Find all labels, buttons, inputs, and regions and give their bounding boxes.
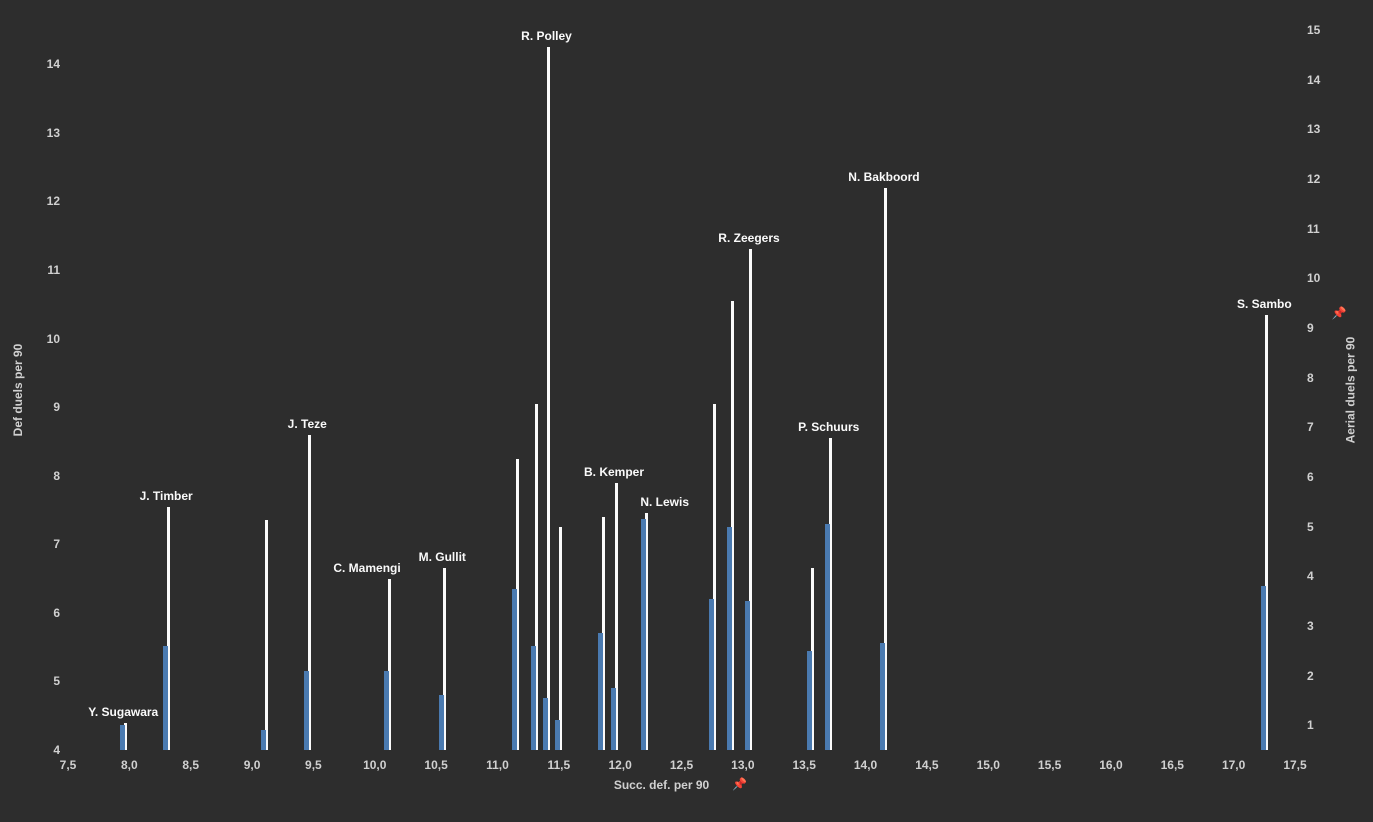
y-left-axis-title: Def duels per 90 [11,344,25,437]
y-left-tick-label: 9 [38,400,60,414]
x-tick-label: 8,5 [182,758,199,772]
x-tick-label: 17,0 [1222,758,1245,772]
point-label: J. Timber [140,489,193,503]
y-right-axis-title: Aerial duels per 90 [1344,337,1358,444]
point-label: Y. Sugawara [88,705,158,719]
x-tick-label: 13,0 [731,758,754,772]
bar-aerial-duels [543,698,548,750]
y-left-tick-label: 14 [38,57,60,71]
y-right-tick-label: 9 [1307,321,1314,335]
y-right-tick-label: 2 [1307,669,1314,683]
bar-aerial-duels [880,643,885,750]
dual-axis-bar-chart: 7,5 8,0 8,5 9,0 9,5 10,0 10,5 11,0 11,5 12,0 12,5 1… [0,0,1373,822]
y-right-tick-label: 7 [1307,420,1314,434]
x-tick-label: 7,5 [60,758,77,772]
y-left-tick-label: 5 [38,674,60,688]
x-tick-label: 9,0 [244,758,261,772]
point-label: N. Bakboord [848,170,919,184]
y-right-tick-label: 10 [1307,271,1320,285]
y-right-tick-label: 8 [1307,371,1314,385]
bar-aerial-duels [531,646,536,750]
y-right-tick-label: 6 [1307,470,1314,484]
bar-aerial-duels [163,646,168,750]
bar-aerial-duels [384,671,389,750]
bar-aerial-duels [745,601,750,750]
x-tick-label: 15,0 [977,758,1000,772]
x-tick-label: 14,0 [854,758,877,772]
bar-aerial-duels [611,688,616,750]
bar-def-duels [265,520,268,750]
x-tick-label: 16,0 [1099,758,1122,772]
bar-aerial-duels [598,633,603,750]
y-left-tick-label: 4 [38,743,60,757]
x-tick-label: 9,5 [305,758,322,772]
y-left-tick-label: 8 [38,469,60,483]
bar-aerial-duels [641,519,646,750]
x-tick-label: 14,5 [915,758,938,772]
y-right-tick-label: 3 [1307,619,1314,633]
x-tick-label: 8,0 [121,758,138,772]
x-axis-title: Succ. def. per 90 [614,778,709,792]
x-tick-label: 12,0 [608,758,631,772]
y-left-tick-label: 11 [38,263,60,277]
bar-def-duels [547,47,550,750]
y-right-tick-label: 14 [1307,73,1320,87]
y-right-tick-label: 4 [1307,569,1314,583]
y-left-tick-label: 10 [38,332,60,346]
x-tick-label: 16,5 [1161,758,1184,772]
bar-aerial-duels [727,527,732,750]
bar-aerial-duels [825,524,830,750]
bar-aerial-duels [304,671,309,750]
y-right-tick-label: 1 [1307,718,1314,732]
bar-aerial-duels [1261,586,1266,750]
y-left-tick-label: 7 [38,537,60,551]
x-tick-label: 12,5 [670,758,693,772]
bar-aerial-duels [261,730,266,750]
y-right-tick-label: 12 [1307,172,1320,186]
x-tick-label: 17,5 [1283,758,1306,772]
point-label: C. Mamengi [333,561,400,575]
point-label: B. Kemper [584,465,644,479]
y-right-tick-label: 13 [1307,122,1320,136]
point-label: S. Sambo [1237,297,1292,311]
point-label: M. Gullit [419,550,466,564]
bar-aerial-duels [709,599,714,750]
point-label: N. Lewis [640,495,689,509]
bar-def-duels [559,527,562,750]
y-right-tick-label: 5 [1307,520,1314,534]
bar-aerial-duels [807,651,812,750]
y-left-tick-label: 13 [38,126,60,140]
bar-aerial-duels [120,725,125,750]
bar-aerial-duels [512,589,517,750]
x-tick-label: 11,0 [486,758,509,772]
point-label: R. Zeegers [718,231,779,245]
x-tick-label: 10,0 [363,758,386,772]
x-tick-label: 11,5 [547,758,570,772]
x-tick-label: 10,5 [424,758,447,772]
point-label: J. Teze [288,417,327,431]
y-left-tick-label: 6 [38,606,60,620]
point-label: R. Polley [521,29,572,43]
x-tick-label: 15,5 [1038,758,1061,772]
x-tick-label: 13,5 [793,758,816,772]
y-right-tick-label: 11 [1307,222,1320,236]
y-right-tick-label: 15 [1307,23,1320,37]
bar-aerial-duels [555,720,560,750]
point-label: P. Schuurs [798,420,859,434]
bar-aerial-duels [439,695,444,750]
pin-icon: 📌 [1332,306,1347,320]
y-left-tick-label: 12 [38,194,60,208]
pin-icon: 📌 [732,777,747,791]
